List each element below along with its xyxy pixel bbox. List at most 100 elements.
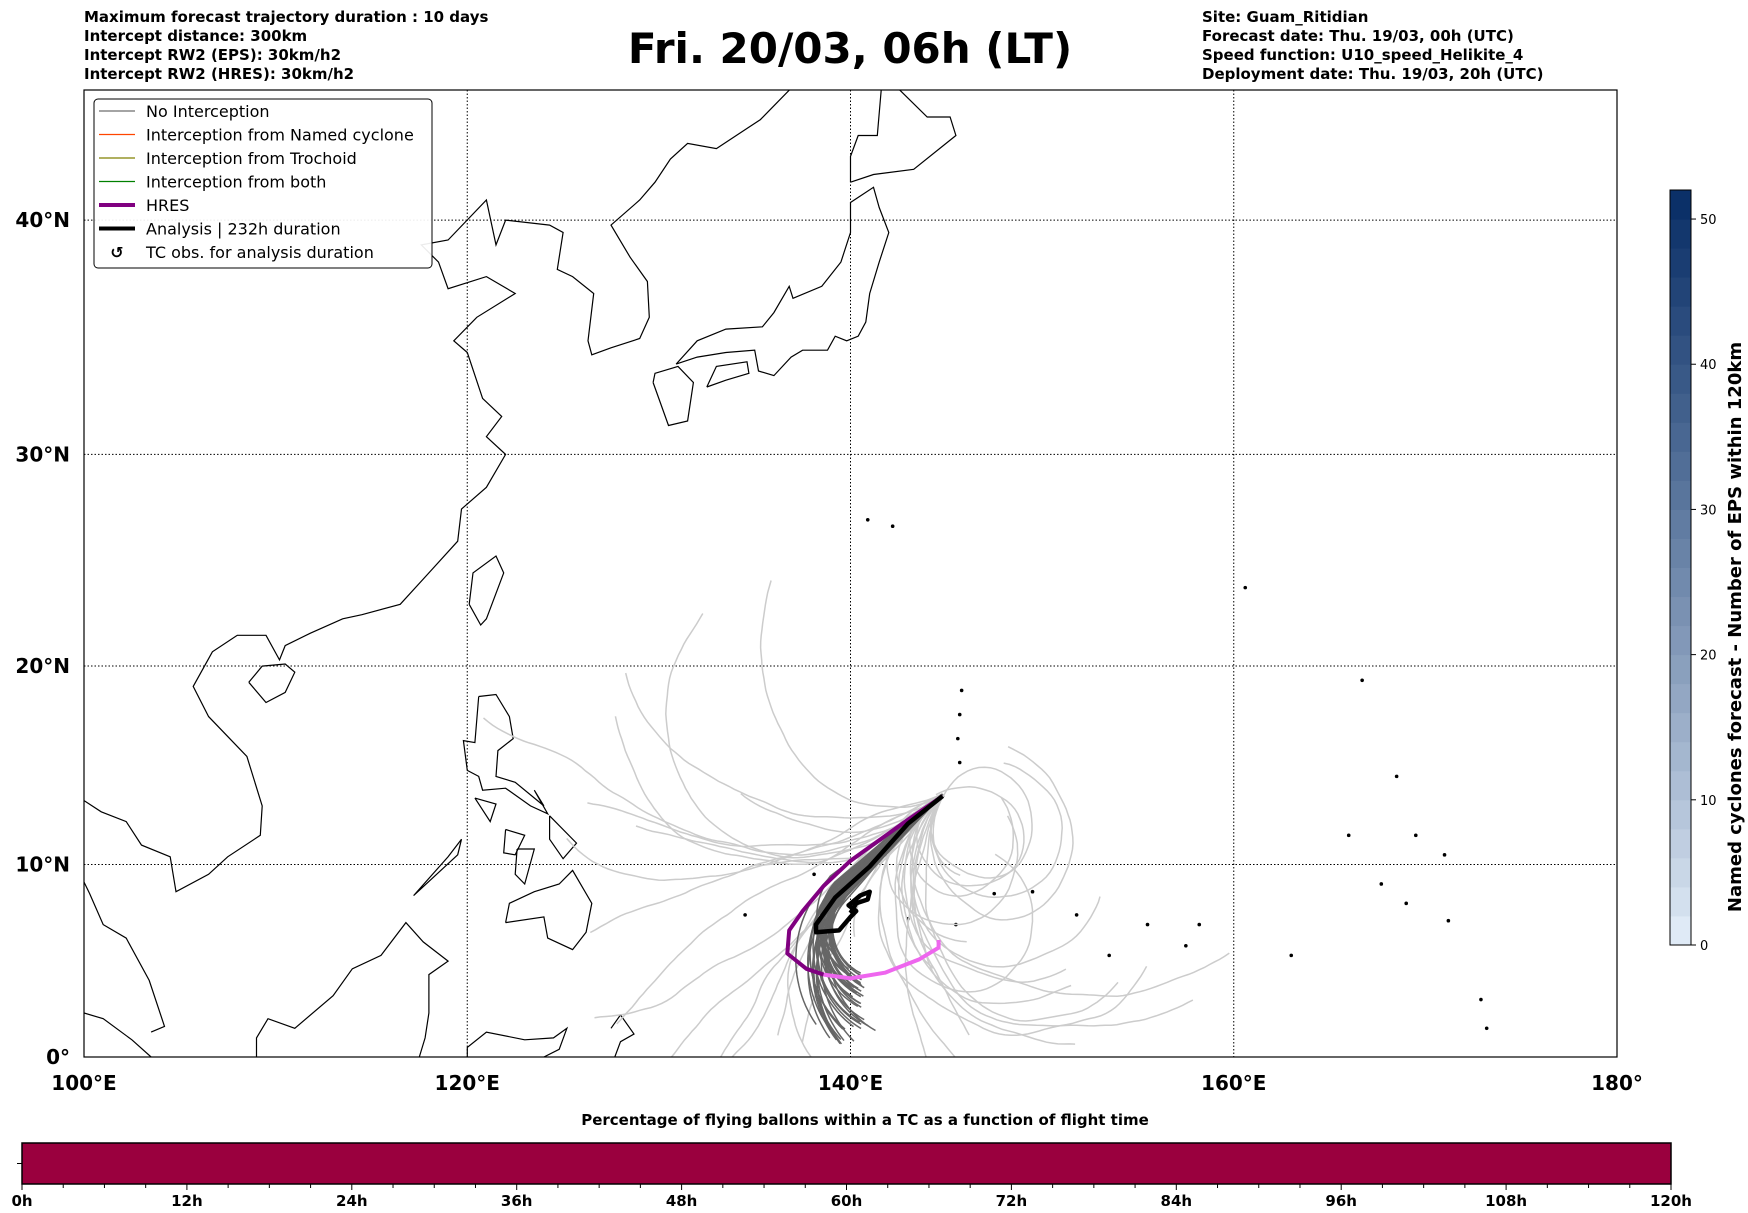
coastline bbox=[84, 90, 791, 893]
island bbox=[865, 517, 870, 522]
legend-label: Analysis | 232h duration bbox=[146, 220, 341, 239]
eps-trajectory-light bbox=[566, 793, 943, 881]
coastline bbox=[514, 848, 536, 886]
latitude-label: 20°N bbox=[15, 654, 70, 678]
trajectories bbox=[483, 580, 1230, 1057]
eps-trajectory-light bbox=[912, 793, 1101, 968]
eps-trajectory-light bbox=[740, 793, 943, 834]
flight-bar-tick-label: 12h bbox=[171, 1192, 203, 1210]
header-line-forecast-date: Forecast date: Thu. 19/03, 00h (UTC) bbox=[1202, 27, 1514, 45]
flight-bar-tick-label: 120h bbox=[1650, 1192, 1692, 1210]
eps-trajectory-light bbox=[909, 793, 1194, 1027]
colorbar-label: Named cyclones forecast - Number of EPS … bbox=[1725, 342, 1746, 912]
colorbar-band bbox=[1670, 509, 1691, 539]
eps-trajectory-light bbox=[759, 580, 943, 809]
header-left: Maximum forecast trajectory duration : 1… bbox=[84, 8, 488, 83]
colorbar-band bbox=[1670, 596, 1691, 627]
colorbar-tick-label: 50 bbox=[1700, 213, 1717, 228]
coastline bbox=[466, 1026, 569, 1057]
colorbar-band bbox=[1670, 190, 1691, 220]
flight-time-bar: 0h 12h 24h 36h 48h 60h 72h 84h 96h 108h 120h bbox=[11, 1142, 1692, 1210]
coastline bbox=[84, 1012, 152, 1057]
eps-trajectory-light bbox=[904, 793, 944, 1057]
eps-trajectory-light bbox=[924, 793, 1119, 1022]
colorbar-tick-label: 30 bbox=[1700, 503, 1717, 518]
page-title: Fri. 20/03, 06h (LT) bbox=[628, 24, 1072, 73]
longitude-label: 100°E bbox=[51, 1071, 116, 1095]
island bbox=[1145, 922, 1150, 927]
colorbar-band bbox=[1670, 422, 1691, 452]
island bbox=[1107, 953, 1111, 958]
colorbar-band bbox=[1670, 277, 1691, 307]
longitude-label: 120°E bbox=[435, 1071, 500, 1095]
island bbox=[743, 913, 747, 917]
coastline bbox=[505, 869, 593, 951]
colorbar-band bbox=[1670, 625, 1691, 656]
coastline bbox=[248, 663, 296, 704]
colorbar-band bbox=[1670, 567, 1691, 598]
colorbar-band bbox=[1670, 654, 1691, 685]
colorbar-band bbox=[1670, 886, 1691, 917]
longitude-label: 180° bbox=[1591, 1071, 1643, 1095]
header-line-distance: Intercept distance: 300km bbox=[84, 27, 307, 45]
island bbox=[959, 688, 964, 693]
eps-trajectory-light bbox=[929, 746, 1074, 921]
colorbar-band bbox=[1670, 770, 1691, 801]
eps-trajectory-light bbox=[929, 766, 1033, 879]
colorbar-tick-label: 10 bbox=[1700, 794, 1717, 809]
coastline bbox=[474, 797, 497, 823]
eps-trajectory-light bbox=[483, 717, 944, 856]
flight-bar-tick-label: 84h bbox=[1161, 1192, 1193, 1210]
eps-trajectory-light bbox=[614, 716, 944, 866]
coastline bbox=[468, 555, 505, 627]
colorbar-band bbox=[1670, 828, 1691, 859]
colorbar-band bbox=[1670, 480, 1691, 510]
legend: No Interception Interception from Named c… bbox=[93, 98, 433, 269]
eps-trajectory-light bbox=[910, 793, 970, 1036]
colorbar-band bbox=[1670, 219, 1691, 249]
colorbar-band bbox=[1670, 306, 1691, 336]
colorbar-tick-label: 40 bbox=[1700, 358, 1717, 373]
island bbox=[1446, 918, 1451, 923]
colorbar-band bbox=[1670, 335, 1691, 365]
flight-bar-tick-label: 36h bbox=[501, 1192, 533, 1210]
island bbox=[812, 872, 816, 877]
header-right: Site: Guam_Ritidian Forecast date: Thu. … bbox=[1202, 8, 1543, 83]
longitude-labels: 100°E 120°E 140°E 160°E 180° bbox=[51, 1071, 1643, 1095]
island bbox=[1184, 943, 1188, 948]
coastline bbox=[462, 693, 550, 816]
eps-trajectory-light bbox=[894, 793, 1034, 993]
island bbox=[1394, 774, 1399, 779]
coastline bbox=[675, 186, 890, 377]
coastline bbox=[849, 90, 957, 183]
hres-trajectory bbox=[785, 794, 944, 977]
coastline bbox=[503, 828, 526, 856]
island bbox=[1243, 585, 1248, 590]
legend-label: Interception from Trochoid bbox=[146, 149, 357, 168]
legend-label: TC obs. for analysis duration bbox=[145, 243, 374, 262]
island bbox=[1479, 997, 1483, 1002]
coastline bbox=[549, 815, 578, 860]
island bbox=[1360, 678, 1364, 683]
header-line-speed-function: Speed function: U10_speed_Helikite_4 bbox=[1202, 46, 1523, 64]
flight-bar-fill bbox=[22, 1143, 1671, 1184]
colorbar: 0 10 20 30 40 50 bbox=[1669, 189, 1717, 954]
eps-trajectory-light bbox=[913, 793, 1076, 1045]
longitude-label: 140°E bbox=[818, 1071, 883, 1095]
colorbar-band bbox=[1670, 857, 1691, 888]
island bbox=[1404, 901, 1409, 906]
island bbox=[1030, 889, 1035, 894]
header-line-duration: Maximum forecast trajectory duration : 1… bbox=[84, 8, 488, 26]
legend-label: No Interception bbox=[146, 102, 270, 121]
island bbox=[1346, 833, 1351, 838]
header-line-rw2-hres: Intercept RW2 (HRES): 30km/h2 bbox=[84, 65, 354, 83]
legend-label: Interception from Named cyclone bbox=[146, 126, 414, 145]
coastline bbox=[652, 365, 695, 427]
coastline bbox=[413, 838, 463, 897]
eps-trajectory-light bbox=[624, 672, 943, 819]
coastline bbox=[84, 880, 166, 1033]
island bbox=[1442, 853, 1447, 857]
latitude-labels: 0° 10°N 20°N 30°N 40°N bbox=[15, 208, 70, 1069]
island bbox=[992, 891, 997, 896]
